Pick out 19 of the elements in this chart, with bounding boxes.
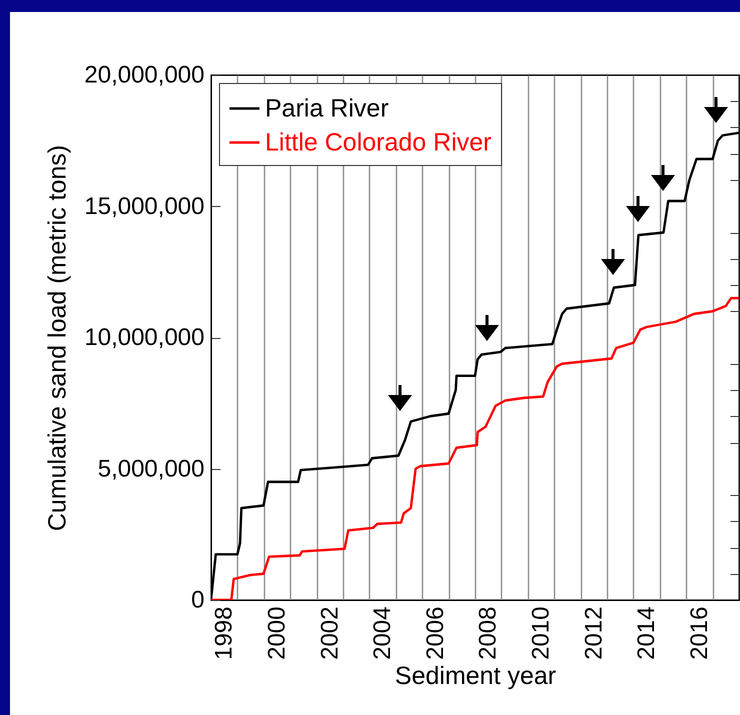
x-tick-label: 2000: [264, 606, 290, 660]
x-axis-title: Sediment year: [394, 662, 556, 690]
x-tick-label: 2016: [686, 606, 713, 660]
y-tick-label: 10,000,000: [84, 324, 204, 351]
x-tick-label: 1998: [210, 606, 238, 660]
x-tick-label: 2004: [369, 606, 396, 660]
x-tick-label: 2008: [474, 606, 502, 660]
x-tick-label: 2002: [316, 606, 344, 660]
y-tick-label: 15,000,000: [84, 192, 204, 220]
x-tick-label: 2012: [580, 606, 608, 660]
y-tick-label: 20,000,000: [84, 62, 204, 88]
legend-label: Paria River: [265, 94, 389, 122]
y-tick-label: 5,000,000: [98, 455, 204, 482]
x-tick-label: 2010: [528, 606, 554, 660]
y-tick-label: 0: [191, 586, 204, 614]
x-tick-label: 2006: [422, 606, 449, 660]
y-axis-title: Cumulative sand load (metric tons): [43, 144, 72, 532]
x-tick-label: 2014: [633, 606, 660, 660]
legend-label: Little Colorado River: [265, 128, 492, 156]
